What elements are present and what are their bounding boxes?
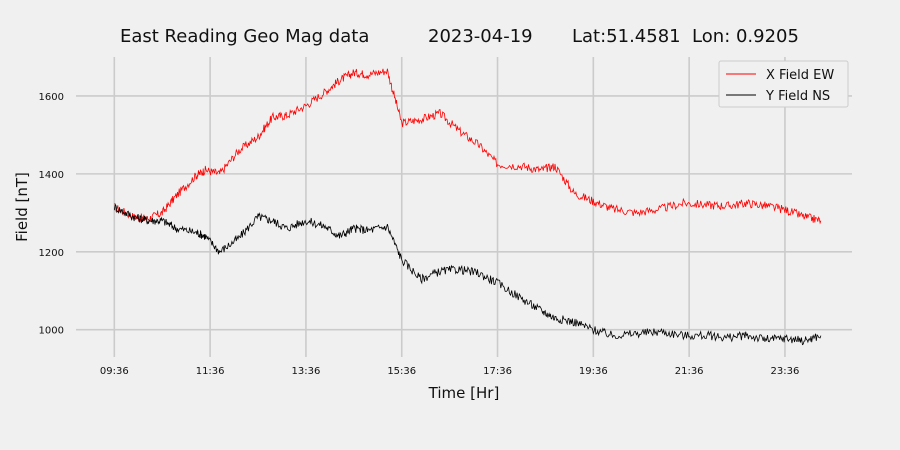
series-line-y-field <box>113 203 822 346</box>
x-tick-label: 19:36 <box>579 366 608 377</box>
x-tick-label: 15:36 <box>387 366 416 377</box>
x-tick-label: 17:36 <box>483 366 512 377</box>
x-tick-label: 09:36 <box>100 366 129 377</box>
chart-title-location: Lat:51.4581 Lon: 0.9205 <box>572 26 799 47</box>
chart-title-main: East Reading Geo Mag data <box>120 26 369 47</box>
plot-series <box>113 68 822 346</box>
tick-labels: 09:36 11:36 13:36 15:36 17:36 19:36 21:36 23:36… <box>39 92 800 377</box>
y-axis-label: Field [nT] <box>13 172 31 242</box>
x-tick-label: 11:36 <box>196 366 225 377</box>
chart-title-date: 2023-04-19 <box>428 26 533 47</box>
x-tick-label: 21:36 <box>675 366 704 377</box>
y-tick-label: 1400 <box>39 170 64 181</box>
y-tick-label: 1600 <box>39 92 64 103</box>
legend-label: X Field EW <box>766 68 834 83</box>
chart-title: East Reading Geo Mag data 2023-04-19 Lat… <box>120 26 799 47</box>
x-tick-label: 23:36 <box>771 366 800 377</box>
series-line-x-field <box>114 68 822 225</box>
legend: X Field EW Y Field NS <box>718 60 849 108</box>
x-tick-label: 13:36 <box>292 366 321 377</box>
x-axis-label: Time [Hr] <box>428 384 500 402</box>
y-tick-label: 1000 <box>39 326 64 337</box>
legend-label: Y Field NS <box>765 89 830 104</box>
y-tick-label: 1200 <box>39 248 64 259</box>
